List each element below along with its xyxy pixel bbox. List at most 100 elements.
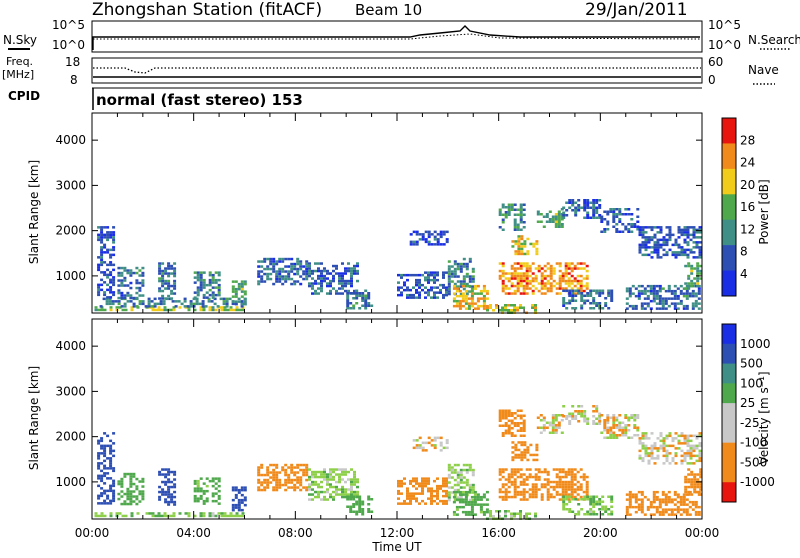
data-cell (117, 284, 121, 287)
data-cell (132, 296, 136, 300)
data-cell (453, 262, 457, 266)
data-cell (677, 447, 681, 450)
data-cell (347, 267, 350, 270)
data-cell (507, 495, 511, 499)
data-cell (341, 292, 344, 295)
data-cell (433, 230, 437, 234)
data-cell (519, 216, 523, 219)
data-cell (347, 470, 350, 474)
data-cell (664, 498, 668, 501)
data-cell (350, 274, 353, 278)
data-cell (97, 484, 101, 488)
data-cell (580, 405, 584, 408)
data-cell (501, 306, 504, 309)
data-cell (659, 231, 663, 234)
data-cell (424, 271, 427, 274)
data-cell (636, 228, 640, 231)
data-cell (311, 480, 314, 484)
data-cell (412, 479, 415, 483)
data-cell (302, 468, 306, 472)
cpid-label: CPID (8, 89, 40, 103)
data-cell (520, 456, 524, 459)
data-cell (433, 479, 436, 483)
data-cell (320, 475, 323, 479)
data-cell (589, 289, 593, 292)
data-cell (580, 498, 584, 501)
data-cell (513, 488, 517, 491)
data-cell (455, 490, 459, 494)
data-cell (586, 422, 590, 425)
data-cell (161, 279, 165, 283)
data-cell (507, 419, 511, 422)
data-cell (349, 307, 353, 310)
data-cell (421, 283, 424, 287)
data-cell (655, 307, 659, 310)
data-cell (231, 302, 235, 306)
data-cell (549, 277, 553, 280)
data-cell (284, 257, 288, 261)
data-cell (201, 300, 205, 303)
data-cell (537, 269, 541, 273)
data-cell (549, 485, 553, 489)
data-cell (161, 297, 165, 300)
data-cell (482, 513, 486, 516)
data-cell (468, 483, 472, 487)
data-cell (240, 282, 244, 286)
data-cell (691, 302, 695, 305)
data-cell (120, 291, 124, 295)
data-cell (580, 412, 584, 415)
data-cell (400, 291, 403, 294)
data-cell (109, 444, 113, 448)
data-cell (164, 483, 168, 486)
data-cell (129, 286, 133, 290)
data-cell (442, 243, 446, 246)
data-cell (627, 230, 631, 233)
data-cell (576, 485, 580, 489)
data-cell (211, 484, 215, 488)
data-cell (311, 284, 314, 288)
data-cell (510, 267, 514, 270)
data-cell (688, 513, 692, 516)
data-cell (442, 477, 445, 480)
data-cell (329, 495, 332, 499)
data-cell (447, 265, 451, 268)
data-cell (501, 284, 505, 288)
data-cell (234, 488, 238, 492)
data-cell (173, 473, 177, 476)
data-cell (552, 485, 556, 489)
data-cell (109, 308, 113, 312)
data-cell (603, 424, 607, 427)
data-cell (610, 510, 614, 513)
data-cell (266, 473, 270, 477)
data-cell (696, 264, 700, 268)
data-cell (323, 267, 326, 270)
data-cell (652, 299, 656, 303)
data-cell (266, 466, 270, 469)
data-cell (217, 278, 221, 282)
data-cell (612, 218, 616, 221)
data-cell (621, 429, 625, 432)
data-cell (567, 267, 571, 270)
data-cell (167, 267, 171, 270)
data-cell (120, 482, 124, 486)
data-cell (106, 248, 110, 252)
data-cell (112, 499, 116, 503)
data-cell (129, 472, 133, 476)
data-cell (604, 510, 608, 513)
data-cell (220, 306, 224, 309)
data-cell (576, 279, 580, 283)
x-tick-label: 20:00 (583, 526, 618, 540)
data-cell (356, 478, 359, 481)
data-cell (570, 493, 574, 496)
data-cell (656, 238, 660, 242)
data-cell (109, 499, 113, 503)
data-cell (109, 457, 113, 460)
data-cell (430, 494, 433, 498)
data-cell (557, 421, 561, 424)
data-cell (510, 422, 514, 425)
data-cell (112, 283, 116, 287)
data-cell (688, 490, 692, 494)
data-cell (555, 485, 559, 489)
data-cell (612, 421, 616, 424)
data-cell (364, 294, 368, 297)
